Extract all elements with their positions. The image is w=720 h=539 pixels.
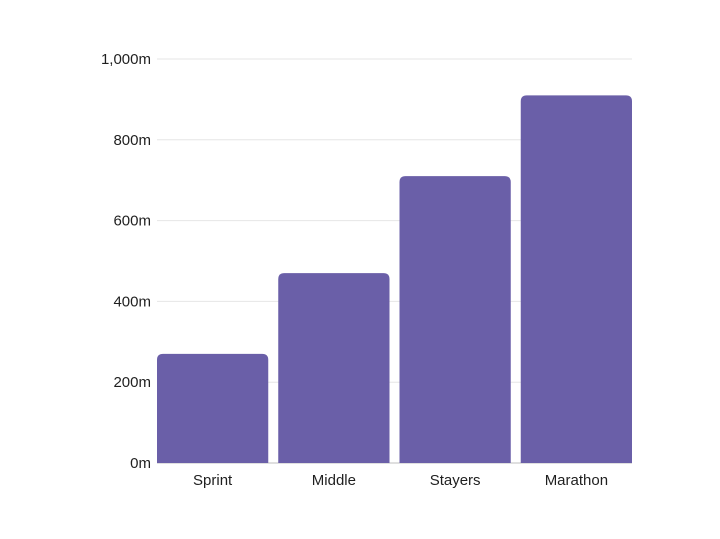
- y-tick-label: 800m: [113, 132, 151, 149]
- y-tick-label: 0m: [130, 455, 151, 472]
- bar-layer: [157, 95, 632, 464]
- y-tick-label: 1,000m: [101, 51, 151, 68]
- bar-sprint: [157, 353, 269, 463]
- y-axis-ticks: 0m 200m 400m 600m 800m 1,000m: [101, 51, 151, 472]
- x-category-label: Stayers: [430, 472, 481, 489]
- x-axis-categories: Sprint Middle Stayers Marathon: [193, 472, 608, 489]
- x-category-label: Sprint: [193, 472, 233, 489]
- y-tick-label: 200m: [113, 374, 151, 391]
- x-category-label: Middle: [312, 472, 356, 489]
- bar-marathon: [520, 95, 632, 464]
- bar-middle: [278, 273, 390, 463]
- x-category-label: Marathon: [545, 472, 608, 489]
- y-tick-label: 400m: [113, 293, 151, 310]
- bar-stayers: [399, 176, 511, 463]
- y-tick-label: 600m: [113, 213, 151, 230]
